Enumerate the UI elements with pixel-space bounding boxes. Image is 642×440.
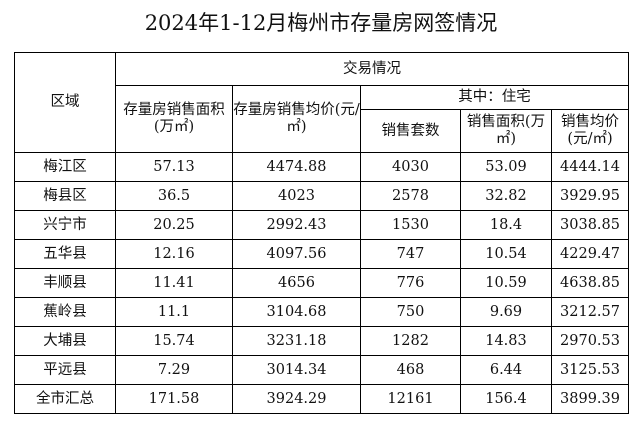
cell-region: 梅江区 [14, 152, 116, 182]
cell-residential-area: 14.83 [460, 326, 552, 356]
header-area-total: 存量房销售面积(万㎡) [115, 85, 233, 153]
table-row: 平远县 7.29 3014.34 468 6.44 3125.53 [14, 355, 630, 385]
cell-region: 兴宁市 [14, 210, 116, 240]
cell-area: 12.16 [115, 239, 233, 269]
cell-region: 全市汇总 [14, 384, 116, 414]
cell-residential-area: 18.4 [460, 210, 552, 240]
header-transaction-group: 交易情况 [114, 52, 630, 86]
header-residential-group: 其中：住宅 [359, 85, 630, 110]
cell-units: 750 [360, 297, 461, 327]
table-row: 兴宁市 20.25 2992.43 1530 18.4 3038.85 [14, 210, 630, 240]
header-price-total: 存量房销售均价(元/㎡) [232, 85, 361, 153]
cell-units: 1282 [360, 326, 461, 356]
page-title: 2024年1-12月梅州市存量房网签情况 [144, 11, 498, 35]
table-row: 五华县 12.16 4097.56 747 10.54 4229.47 [14, 239, 630, 269]
cell-residential-area: 6.44 [460, 355, 552, 385]
header-residential-area: 销售面积(万㎡) [460, 109, 552, 153]
cell-residential-area: 53.09 [460, 152, 552, 182]
cell-area: 7.29 [115, 355, 233, 385]
table-row: 蕉岭县 11.1 3104.68 750 9.69 3212.57 [14, 297, 630, 327]
header-units: 销售套数 [360, 109, 461, 153]
cell-region: 五华县 [14, 239, 116, 269]
cell-price: 3014.34 [232, 355, 361, 385]
cell-residential-price: 3125.53 [550, 355, 630, 385]
cell-price: 4656 [232, 268, 361, 298]
cell-area: 36.5 [115, 181, 233, 211]
cell-region: 平远县 [14, 355, 116, 385]
table-row: 丰顺县 11.41 4656 776 10.59 4638.85 [14, 268, 630, 298]
cell-residential-price: 4444.14 [550, 152, 630, 182]
cell-area: 11.41 [115, 268, 233, 298]
cell-price: 3924.29 [232, 384, 361, 414]
header-region: 区域 [14, 52, 116, 153]
cell-units: 2578 [360, 181, 461, 211]
cell-residential-price: 2970.53 [550, 326, 630, 356]
cell-residential-area: 10.54 [460, 239, 552, 269]
table-row: 大埔县 15.74 3231.18 1282 14.83 2970.53 [14, 326, 630, 356]
table-row: 全市汇总 171.58 3924.29 12161 156.4 3899.39 [14, 384, 630, 414]
cell-region: 大埔县 [14, 326, 116, 356]
cell-units: 776 [360, 268, 461, 298]
cell-price: 4023 [232, 181, 361, 211]
cell-region: 蕉岭县 [14, 297, 116, 327]
transaction-table: 区域 交易情况 存量房销售面积(万㎡) 存量房销售均价(元/㎡) 其中：住宅 销… [14, 52, 630, 414]
header-residential-price: 销售均价(元/㎡) [550, 109, 630, 153]
cell-area: 15.74 [115, 326, 233, 356]
cell-area: 11.1 [115, 297, 233, 327]
cell-units: 747 [360, 239, 461, 269]
cell-units: 4030 [360, 152, 461, 182]
cell-units: 468 [360, 355, 461, 385]
table-row: 梅江区 57.13 4474.88 4030 53.09 4444.14 [14, 152, 630, 182]
cell-price: 2992.43 [232, 210, 361, 240]
cell-residential-price: 3212.57 [550, 297, 630, 327]
cell-units: 12161 [360, 384, 461, 414]
cell-residential-price: 3929.95 [550, 181, 630, 211]
cell-residential-price: 3899.39 [550, 384, 630, 414]
cell-units: 1530 [360, 210, 461, 240]
cell-price: 3231.18 [232, 326, 361, 356]
cell-region: 梅县区 [14, 181, 116, 211]
cell-price: 4097.56 [232, 239, 361, 269]
cell-residential-area: 32.82 [460, 181, 552, 211]
cell-area: 171.58 [115, 384, 233, 414]
cell-residential-area: 10.59 [460, 268, 552, 298]
cell-region: 丰顺县 [14, 268, 116, 298]
cell-price: 3104.68 [232, 297, 361, 327]
cell-price: 4474.88 [232, 152, 361, 182]
cell-residential-price: 3038.85 [550, 210, 630, 240]
cell-area: 20.25 [115, 210, 233, 240]
cell-residential-price: 4638.85 [550, 268, 630, 298]
cell-residential-area: 9.69 [460, 297, 552, 327]
cell-residential-price: 4229.47 [550, 239, 630, 269]
table-row: 梅县区 36.5 4023 2578 32.82 3929.95 [14, 181, 630, 211]
cell-area: 57.13 [115, 152, 233, 182]
cell-residential-area: 156.4 [460, 384, 552, 414]
